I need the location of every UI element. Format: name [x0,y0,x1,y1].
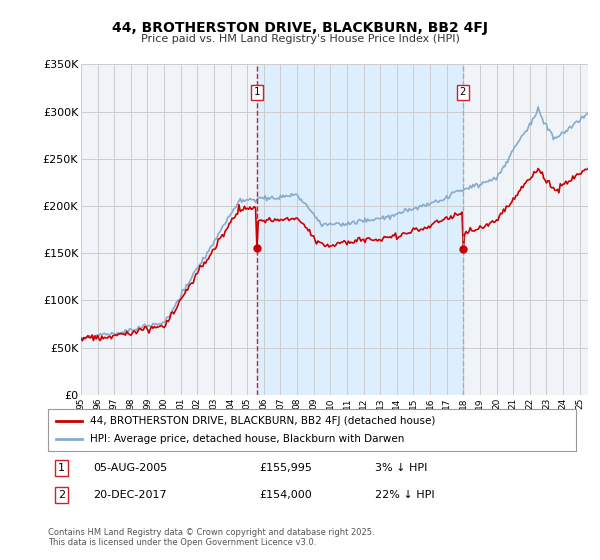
Text: Contains HM Land Registry data © Crown copyright and database right 2025.
This d: Contains HM Land Registry data © Crown c… [48,528,374,547]
Text: Price paid vs. HM Land Registry's House Price Index (HPI): Price paid vs. HM Land Registry's House … [140,34,460,44]
Text: 22% ↓ HPI: 22% ↓ HPI [376,490,435,500]
Text: 05-AUG-2005: 05-AUG-2005 [93,463,167,473]
Text: 20-DEC-2017: 20-DEC-2017 [93,490,167,500]
Text: 3% ↓ HPI: 3% ↓ HPI [376,463,428,473]
Text: HPI: Average price, detached house, Blackburn with Darwen: HPI: Average price, detached house, Blac… [90,434,404,444]
Text: £154,000: £154,000 [259,490,312,500]
Text: 44, BROTHERSTON DRIVE, BLACKBURN, BB2 4FJ (detached house): 44, BROTHERSTON DRIVE, BLACKBURN, BB2 4F… [90,416,436,426]
Text: 1: 1 [254,87,260,97]
Text: £155,995: £155,995 [259,463,312,473]
Text: 44, BROTHERSTON DRIVE, BLACKBURN, BB2 4FJ: 44, BROTHERSTON DRIVE, BLACKBURN, BB2 4F… [112,21,488,35]
Text: 2: 2 [460,87,466,97]
Text: 2: 2 [58,490,65,500]
Bar [257,64,463,395]
Text: 1: 1 [58,463,65,473]
